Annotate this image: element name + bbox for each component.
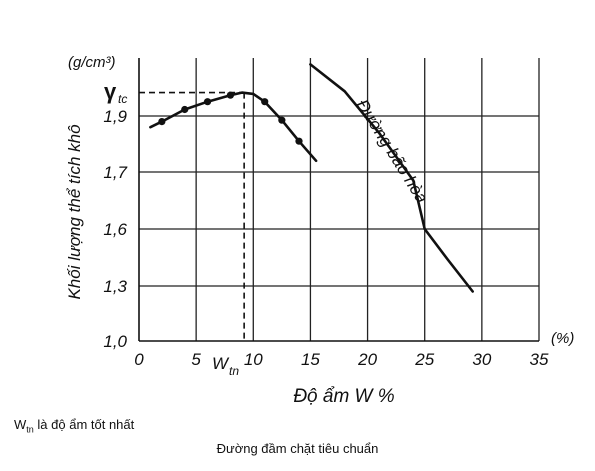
x-tick-label: 25 — [414, 350, 434, 369]
x-tick-label: 10 — [244, 350, 263, 369]
data-point — [203, 98, 212, 106]
compaction-curve — [149, 91, 318, 163]
axes — [138, 58, 539, 342]
x-tick-label: 15 — [301, 350, 320, 369]
grid — [139, 58, 540, 341]
y-unit-label: (g/cm³) — [68, 54, 116, 71]
gamma-subscript: tc — [118, 92, 127, 106]
x-tick-label: 0 — [134, 350, 144, 369]
gamma-symbol: γ — [104, 79, 117, 104]
x-axis-label: Độ ẩm W % — [293, 386, 394, 407]
figure-caption: Đường đầm chặt tiêu chuẩn — [216, 441, 379, 456]
note-symbol: W — [14, 417, 27, 432]
note: Wtn là độ ẩm tốt nhất — [14, 417, 134, 435]
data-point — [158, 118, 166, 126]
y-tick-label: 1,6 — [103, 220, 127, 239]
x-tick-label: 30 — [472, 350, 491, 369]
saturation-curve — [309, 63, 474, 293]
y-tick-label: 1,9 — [103, 107, 127, 126]
y-tick-label: 1,3 — [103, 277, 127, 296]
x-tick-label: 35 — [530, 350, 549, 369]
optimum-guides — [139, 91, 245, 341]
optimum-moisture-symbol: W — [212, 354, 230, 373]
optimum-moisture-subscript: tn — [229, 364, 239, 378]
data-point — [181, 105, 189, 114]
x-tick-labels: 0 5 10 15 20 25 30 35 — [134, 350, 549, 369]
note-subscript: tn — [26, 424, 34, 435]
saturation-line-label: Đường bão hòa — [353, 96, 432, 206]
data-point — [261, 98, 269, 106]
y-tick-labels: 1,0 1,3 1,6 1,7 1,9 — [103, 107, 127, 351]
x-tick-label: 20 — [357, 350, 377, 369]
data-point — [295, 137, 303, 145]
y-tick-label: 1,0 — [103, 332, 127, 351]
x-unit-label: (%) — [551, 330, 574, 347]
series-layer — [149, 63, 474, 293]
data-point — [278, 116, 286, 124]
y-axis-label: Khối lượng thể tích khô — [65, 124, 84, 299]
x-tick-label: 5 — [191, 350, 201, 369]
data-point — [226, 91, 235, 99]
note-text: là độ ẩm tốt nhất — [33, 417, 135, 432]
y-tick-label: 1,7 — [103, 163, 127, 182]
